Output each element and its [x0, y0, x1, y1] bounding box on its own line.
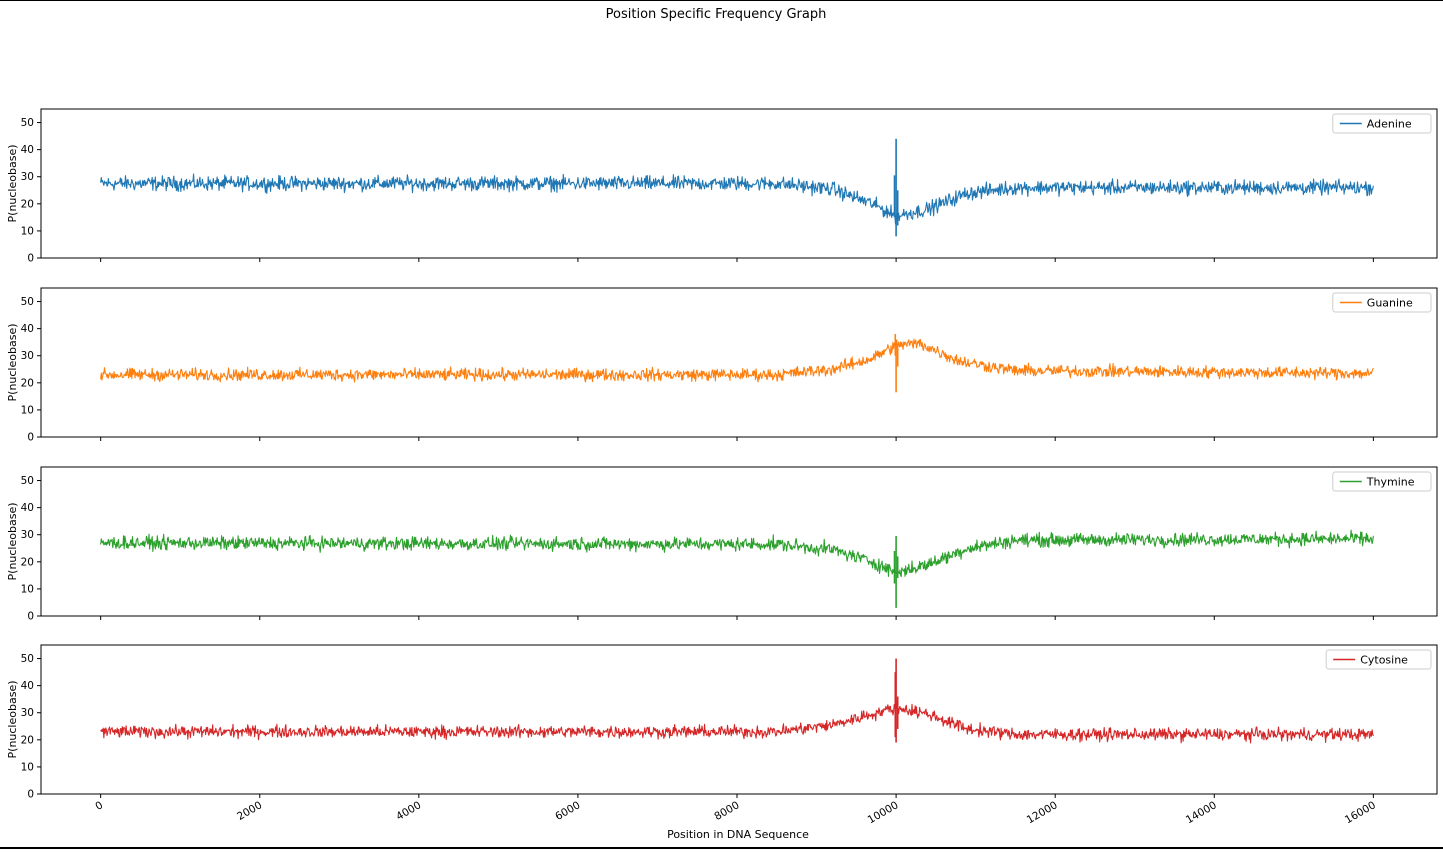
- axes-frame: [40, 287, 1438, 438]
- y-tick-label: 50: [21, 117, 34, 129]
- y-tick-label: 50: [21, 475, 34, 487]
- y-tick-label: 30: [21, 350, 34, 362]
- y-axis-label: P(nucleobase): [6, 324, 19, 402]
- legend-label: Adenine: [1367, 118, 1412, 131]
- series-line-adenine: [100, 173, 1374, 225]
- y-axis-label: P(nucleobase): [6, 145, 19, 223]
- axes-frame: [40, 644, 1438, 795]
- y-tick-label: 30: [21, 529, 34, 541]
- x-tick-label: 12000: [1025, 799, 1060, 826]
- panel-thymine: 0 10 20 30 40 50 P(nucleobase) Thymine: [6, 466, 1438, 623]
- x-tick-label: 16000: [1343, 799, 1378, 826]
- series-line-cytosine: [100, 700, 1374, 744]
- y-tick-label: 0: [27, 253, 34, 265]
- y-tick-label: 10: [21, 404, 34, 416]
- legend-label: Guanine: [1367, 297, 1413, 310]
- panel-guanine: 0 10 20 30 40 50 P(nucleobase) Guanine: [6, 287, 1438, 444]
- legend-adenine: Adenine: [1332, 113, 1432, 134]
- y-tick-label: 0: [27, 432, 34, 444]
- panel-adenine: 0 10 20 30 40 50 P(nucleobase) Adenine: [6, 108, 1438, 265]
- x-axis-label: Position in DNA Sequence: [667, 828, 809, 841]
- legend-box: [1332, 471, 1432, 492]
- y-axis-label: P(nucleobase): [6, 503, 19, 581]
- y-tick-label: 10: [21, 225, 34, 237]
- y-tick-label: 20: [21, 556, 34, 568]
- y-tick-label: 10: [21, 761, 34, 773]
- series-line-guanine: [100, 338, 1374, 383]
- y-tick-label: 20: [21, 377, 34, 389]
- figure-top-border: [0, 0, 1443, 1]
- legend-box: [1325, 649, 1432, 670]
- series-line-thymine: [100, 529, 1374, 578]
- y-axis-label: P(nucleobase): [6, 681, 19, 759]
- y-tick-label: 20: [21, 734, 34, 746]
- y-tick-label: 20: [21, 198, 34, 210]
- figure-bottom-border: [0, 847, 1443, 849]
- legend-box: [1332, 292, 1432, 313]
- legend-guanine: Guanine: [1332, 292, 1432, 313]
- y-tick-label: 50: [21, 296, 34, 308]
- y-tick-label: 30: [21, 171, 34, 183]
- figure-title: Position Specific Frequency Graph: [606, 7, 827, 22]
- x-tick-label: 0: [93, 799, 105, 813]
- y-tick-label: 40: [21, 502, 34, 514]
- legend-box: [1332, 113, 1432, 134]
- x-tick-label: 8000: [712, 799, 741, 823]
- y-tick-label: 40: [21, 323, 34, 335]
- axes-frame: [40, 466, 1438, 617]
- x-tick-label: 10000: [866, 799, 901, 826]
- y-tick-label: 40: [21, 680, 34, 692]
- y-tick-label: 10: [21, 583, 34, 595]
- legend-cytosine: Cytosine: [1325, 649, 1432, 670]
- x-tick-label: 4000: [394, 799, 423, 823]
- y-tick-label: 0: [27, 789, 34, 801]
- legend-thymine: Thymine: [1332, 471, 1432, 492]
- x-tick-label: 14000: [1184, 799, 1219, 826]
- x-tick-label: 2000: [235, 799, 264, 823]
- legend-label: Cytosine: [1360, 654, 1408, 667]
- axes-frame: [40, 108, 1438, 259]
- y-tick-label: 40: [21, 144, 34, 156]
- legend-label: Thymine: [1366, 476, 1415, 489]
- y-tick-label: 0: [27, 611, 34, 623]
- panel-cytosine: 0 10 20 30 40 50 0 2000 4000 6000 8000 10000 12000 14…: [6, 644, 1438, 826]
- x-tick-label: 6000: [553, 799, 582, 823]
- y-tick-label: 50: [21, 653, 34, 665]
- y-tick-label: 30: [21, 707, 34, 719]
